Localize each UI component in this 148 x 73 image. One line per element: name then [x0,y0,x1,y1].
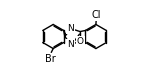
Text: N: N [67,24,74,33]
Text: N: N [67,40,74,49]
Text: Cl: Cl [91,10,101,20]
Text: O: O [77,37,84,46]
Text: Br: Br [45,54,56,64]
